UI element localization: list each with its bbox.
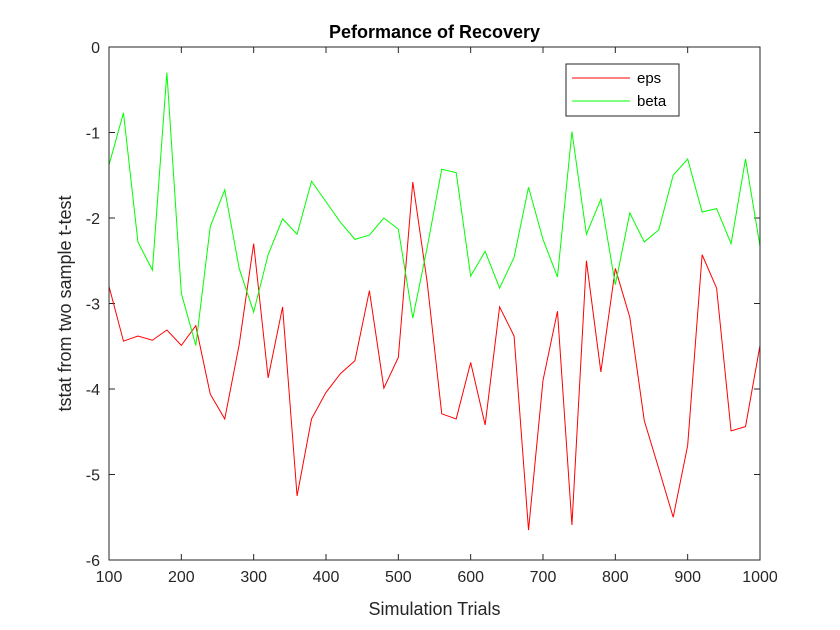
axes: 100 200 300 400 500 600 700 800 900 1000 0 -1 -2 -3 -4…: [86, 40, 778, 586]
x-tick-label: 200: [168, 569, 195, 586]
legend-label-beta: beta: [637, 93, 667, 110]
chart-title: Peformance of Recovery: [329, 22, 540, 42]
y-tick-label: -6: [86, 553, 100, 570]
y-tick-label: 0: [91, 40, 100, 57]
plot-border: [108, 46, 761, 561]
x-tick-label: 900: [674, 569, 701, 586]
x-tick-label: 300: [240, 569, 267, 586]
series-line-eps: [108, 182, 761, 531]
x-tick-label: 800: [602, 569, 629, 586]
x-tick-label: 1000: [742, 569, 778, 586]
x-tick-label: 700: [530, 569, 557, 586]
series-group: [108, 72, 761, 531]
y-tick-label: -5: [86, 468, 100, 485]
plot-area: [109, 47, 760, 560]
y-axis-label: tstat from two sample t-test: [55, 195, 75, 411]
x-tick-label: 600: [457, 569, 484, 586]
y-tick-label: -4: [86, 382, 100, 399]
legend-label-eps: eps: [637, 70, 661, 87]
legend-box: [565, 63, 680, 117]
x-tick-label: 400: [313, 569, 340, 586]
series-line-beta: [108, 72, 761, 346]
x-axis-label: Simulation Trials: [368, 599, 500, 619]
x-tick-label: 100: [96, 569, 123, 586]
legend: eps beta: [565, 63, 680, 117]
y-tick-label: -2: [86, 211, 100, 228]
x-tick-label: 500: [385, 569, 412, 586]
y-tick-label: -3: [86, 297, 100, 314]
y-tick-label: -1: [86, 126, 100, 143]
